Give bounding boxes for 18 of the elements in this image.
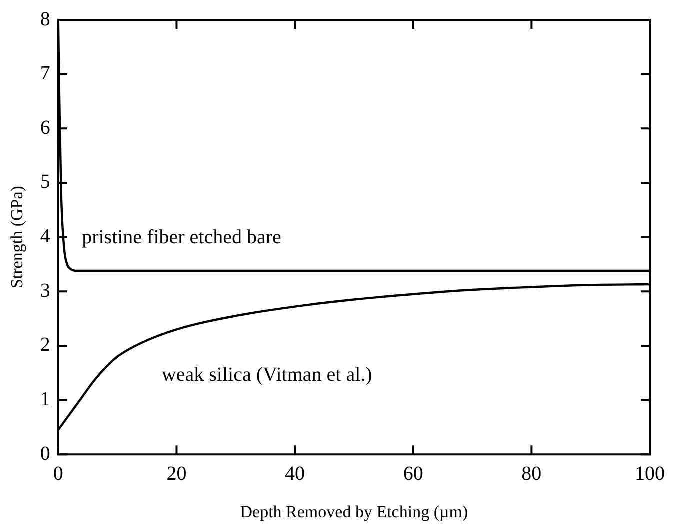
y-tick-label: 8 bbox=[40, 8, 50, 30]
x-tick-label: 80 bbox=[522, 462, 542, 485]
y-tick-label: 5 bbox=[40, 171, 50, 194]
y-tick-label: 7 bbox=[40, 62, 50, 85]
y-axis-title: Strength (GPa) bbox=[8, 186, 27, 289]
x-tick-label: 40 bbox=[285, 462, 306, 485]
series-label: pristine fiber etched bare bbox=[82, 226, 282, 249]
x-tick-label: 100 bbox=[635, 462, 665, 485]
x-tick-label: 60 bbox=[403, 462, 424, 485]
x-tick-label: 20 bbox=[166, 462, 187, 485]
y-tick-label: 3 bbox=[40, 280, 50, 302]
x-axis-title: Depth Removed by Etching (µm) bbox=[240, 502, 468, 522]
y-tick-label: 2 bbox=[40, 334, 50, 356]
y-tick-label: 4 bbox=[40, 226, 50, 248]
y-tick-label: 1 bbox=[40, 388, 50, 411]
y-tick-label: 0 bbox=[40, 442, 50, 465]
series-label: weak silica (Vitman et al.) bbox=[162, 364, 372, 386]
y-tick-label: 6 bbox=[40, 116, 50, 139]
